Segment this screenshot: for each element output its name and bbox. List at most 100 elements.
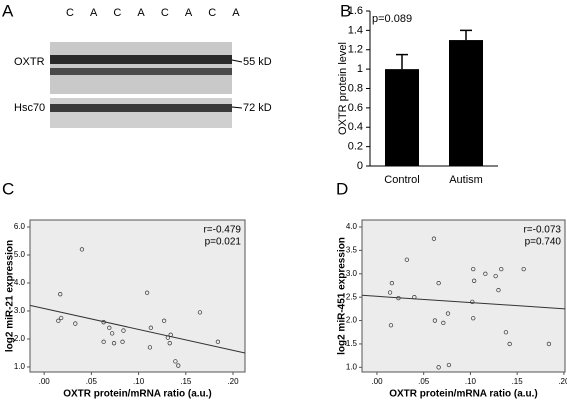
plot-area <box>361 219 566 373</box>
y-tick-label: 0 <box>357 160 363 172</box>
point <box>109 331 115 336</box>
blot-oxtr <box>50 42 243 94</box>
y-tick-label: 2.0 <box>14 334 26 343</box>
point <box>472 278 477 283</box>
point <box>396 295 401 301</box>
size-label: 72 kD <box>243 102 272 114</box>
point <box>144 290 150 295</box>
annotation: p=0.740 <box>525 237 562 248</box>
size-label: 55 kD <box>243 56 272 68</box>
lane-label: A <box>185 7 193 19</box>
panel-label: C <box>2 179 14 198</box>
y-tick-label: 3.0 <box>346 269 358 278</box>
y-tick-label: 1.0 <box>346 362 358 371</box>
point <box>79 247 85 252</box>
point <box>148 325 154 330</box>
point <box>215 339 221 344</box>
y-tick-label: 1.2 <box>348 44 363 56</box>
lane-label: A <box>137 7 145 19</box>
point <box>58 292 63 297</box>
panel-label: A <box>2 1 14 20</box>
point <box>59 315 64 321</box>
x-tick-label: .10 <box>465 377 477 386</box>
point <box>107 325 112 330</box>
y-axis-label: log2 miR-451 expression <box>337 237 348 355</box>
bar <box>385 69 419 166</box>
x-tick-label: .05 <box>86 377 98 386</box>
point <box>197 310 203 315</box>
y-tick-label: 1.0 <box>14 362 26 371</box>
point <box>389 280 395 286</box>
y-tick-label: 2.5 <box>346 292 358 301</box>
point <box>521 266 526 272</box>
fit-line <box>29 304 246 354</box>
point <box>471 266 476 272</box>
plot-area <box>29 219 246 373</box>
y-tick-label: 0.2 <box>348 141 363 153</box>
lane-label: C <box>66 7 74 19</box>
y-tick-label: 1 <box>357 63 363 75</box>
point <box>483 271 488 276</box>
point <box>73 321 78 326</box>
point <box>168 332 173 337</box>
y-tick-label: 6.0 <box>14 222 26 231</box>
x-tick-label: .00 <box>39 377 51 386</box>
y-tick-label: 2.0 <box>346 316 358 325</box>
point <box>387 290 393 295</box>
y-tick-label: 3.5 <box>346 246 358 255</box>
point <box>436 280 441 286</box>
annotation: p=0.021 <box>205 237 242 248</box>
point <box>436 365 441 370</box>
point <box>404 257 410 262</box>
x-tick-label: Control <box>384 174 419 186</box>
point <box>445 311 451 316</box>
bar <box>449 40 483 166</box>
point <box>470 299 475 304</box>
point <box>412 295 417 300</box>
x-axis-label: OXTR protein/mRNA ratio (a.u.) <box>389 389 538 400</box>
annotation: r=-0.479 <box>203 225 241 236</box>
point <box>101 339 106 344</box>
panel-label: B <box>340 1 351 20</box>
y-tick-label: 0.8 <box>348 82 363 94</box>
x-tick-label: .10 <box>133 377 145 386</box>
point <box>507 341 512 347</box>
point <box>471 316 476 321</box>
annotation: r=-0.073 <box>523 225 561 236</box>
point <box>499 266 504 272</box>
x-tick-label: .15 <box>512 377 524 386</box>
point <box>101 320 106 325</box>
row-label: Hsc70 <box>14 102 45 114</box>
x-tick-label: .20 <box>227 377 239 386</box>
panel-label: D <box>336 179 348 198</box>
y-tick-label: 4.0 <box>14 278 26 287</box>
row-label: OXTR <box>14 56 45 68</box>
fit-line <box>361 294 566 310</box>
point <box>147 345 153 350</box>
point <box>111 341 117 346</box>
point <box>493 273 498 279</box>
x-axis-label: OXTR protein/mRNA ratio (a.u.) <box>63 389 212 400</box>
lane-label: A <box>90 7 98 19</box>
lane-label: C <box>208 7 216 19</box>
y-tick-label: 1.6 <box>348 5 363 17</box>
point <box>388 323 394 328</box>
point <box>176 363 181 368</box>
y-tick-label: 0.6 <box>348 102 363 114</box>
point <box>173 359 178 364</box>
x-tick-label: .15 <box>180 377 192 386</box>
point <box>546 341 552 347</box>
blot-hsc70 <box>50 98 243 128</box>
y-tick-label: 1.4 <box>348 24 363 36</box>
point <box>167 341 172 346</box>
point <box>56 318 61 323</box>
y-tick-label: 4.0 <box>346 222 358 231</box>
point <box>161 318 167 323</box>
point <box>496 288 501 293</box>
point <box>446 362 452 368</box>
point <box>431 236 437 241</box>
y-tick-label: 5.0 <box>14 250 26 259</box>
x-tick-label: .20 <box>558 377 567 386</box>
y-tick-label: 3.0 <box>14 306 26 315</box>
